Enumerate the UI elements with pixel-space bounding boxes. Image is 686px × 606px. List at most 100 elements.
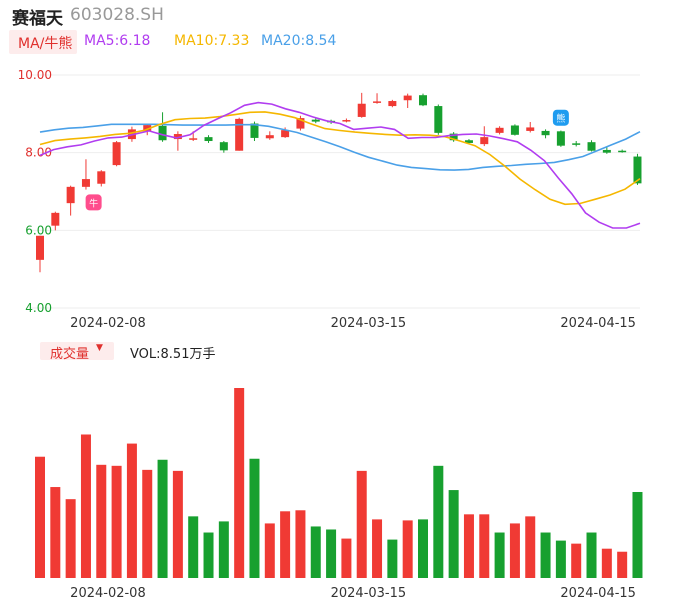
volume-bar <box>555 540 566 578</box>
dropdown-arrow-icon[interactable]: ▼ <box>96 343 103 353</box>
y-tick-label: 10.00 <box>18 68 52 82</box>
volume-bar <box>418 519 428 578</box>
candle-body <box>219 142 228 151</box>
ma-indicator-toggle[interactable] <box>9 30 77 54</box>
volume-bar <box>35 456 45 578</box>
volume-bar <box>387 539 398 578</box>
candle-body <box>357 103 366 117</box>
marker-label: 牛 <box>89 197 98 209</box>
ma20-value: MA20:8.54 <box>261 33 337 49</box>
volume-bar <box>111 465 122 578</box>
candle-body <box>618 150 627 153</box>
candle-body <box>480 137 489 145</box>
candle-body <box>97 171 106 184</box>
candle-body <box>602 149 611 153</box>
candle-body <box>495 127 504 133</box>
x-tick-label: 2024-04-15 <box>560 586 636 601</box>
volume-bar <box>586 532 597 578</box>
volume-bar <box>448 490 459 578</box>
volume-bar <box>601 548 612 578</box>
volume-bar <box>142 469 153 578</box>
candle-body <box>296 118 305 129</box>
volume-bar <box>295 510 306 578</box>
candle-body <box>434 106 443 133</box>
ma10-line <box>39 111 641 206</box>
volume-bar <box>341 538 352 578</box>
volume-bar <box>372 519 383 578</box>
candle-body <box>250 123 259 138</box>
candle-body <box>342 120 351 122</box>
volume-bar <box>172 470 183 578</box>
volume-bar <box>96 464 107 578</box>
stock-name: 赛福天 <box>12 9 63 29</box>
candle-body <box>204 137 213 142</box>
candle-body <box>143 125 152 132</box>
volume-bar <box>463 514 474 578</box>
volume-bar <box>218 521 229 578</box>
ma10-value: MA10:7.33 <box>174 33 250 49</box>
volume-bar <box>249 458 260 578</box>
candle-body <box>556 131 565 146</box>
marker-label: 熊 <box>556 113 565 125</box>
x-tick-label: 2024-03-15 <box>331 316 407 331</box>
candle-body <box>311 119 320 122</box>
volume-indicator-toggle[interactable] <box>40 342 114 360</box>
bull-icon <box>85 194 102 211</box>
candle-body <box>373 101 382 103</box>
volume-bar <box>50 487 61 578</box>
x-tick-label: 2024-04-15 <box>560 316 636 331</box>
volume-bar <box>234 388 245 578</box>
candle-body <box>189 138 198 140</box>
volume-bar <box>80 434 91 578</box>
bear-icon <box>552 109 569 126</box>
y-tick-label: 6.00 <box>25 223 52 237</box>
candle-body <box>464 140 473 143</box>
ma20-line <box>39 123 641 171</box>
volume-bar <box>310 526 321 578</box>
y-tick-label: 4.00 <box>25 301 52 315</box>
candle-body <box>403 95 412 101</box>
volume-bar <box>356 470 367 578</box>
x-tick-label: 2024-02-08 <box>70 316 146 331</box>
volume-bar <box>264 523 275 578</box>
volume-bar <box>157 459 168 578</box>
candle-body <box>541 130 550 136</box>
x-tick-label: 2024-02-08 <box>70 586 146 601</box>
volume-bar <box>509 523 520 578</box>
ma5-value: MA5:6.18 <box>84 33 151 49</box>
volume-bar <box>571 543 582 578</box>
volume-bar <box>617 551 628 578</box>
volume-bar <box>188 516 199 578</box>
volume-value: VOL:8.51万手 <box>130 347 216 362</box>
candle-body <box>526 127 535 131</box>
candle-body <box>510 125 519 135</box>
volume-bar <box>126 443 137 578</box>
candle-body <box>388 101 397 107</box>
volume-bar <box>402 520 413 578</box>
volume-bar <box>65 499 76 578</box>
volume-bar <box>479 514 490 578</box>
candle-body <box>572 143 581 145</box>
volume-indicator-label[interactable]: 成交量 <box>50 347 90 362</box>
candle-body <box>419 95 427 106</box>
candle-body <box>587 142 596 151</box>
candle-body <box>112 142 121 166</box>
candle-body <box>449 133 458 141</box>
candle-body <box>158 125 167 141</box>
volume-bar <box>494 532 505 578</box>
y-tick-label: 8.00 <box>25 146 52 160</box>
volume-bar <box>540 532 551 578</box>
candle-body <box>173 134 182 140</box>
x-tick-label: 2024-03-15 <box>331 586 407 601</box>
candle-body <box>281 130 290 138</box>
candle-body <box>81 179 90 187</box>
volume-bar <box>326 529 337 578</box>
volume-bar <box>280 511 291 578</box>
ma5-line <box>39 101 641 229</box>
ma-indicator-label[interactable]: MA/牛熊 <box>18 36 73 52</box>
candle-body <box>633 156 642 184</box>
volume-bar <box>203 532 214 578</box>
volume-bar <box>525 516 536 578</box>
stock-code: 603028.SH <box>70 5 164 25</box>
